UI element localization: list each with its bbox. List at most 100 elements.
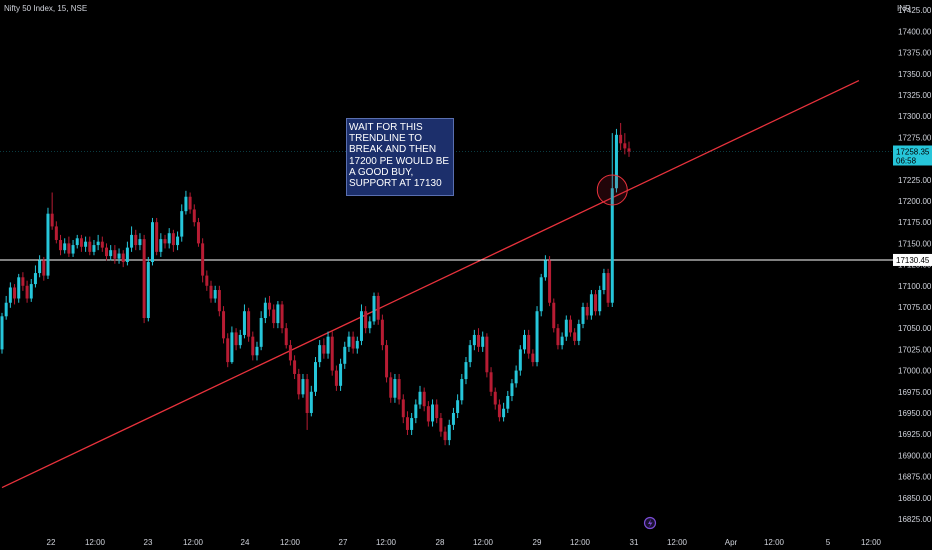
candle <box>188 192 192 214</box>
candle-body <box>238 334 242 346</box>
price-axis[interactable]: 16825.00 16850.00 16875.00 16900.00 16925.00… <box>893 6 932 524</box>
candle-body <box>0 316 4 350</box>
candle <box>514 365 518 388</box>
candle <box>238 329 242 349</box>
candle-body <box>230 332 234 363</box>
candle <box>59 234 63 256</box>
candle <box>213 285 217 303</box>
candle-body <box>460 379 464 401</box>
candle-body <box>414 404 418 419</box>
candle-body <box>401 399 405 418</box>
candle-body <box>389 377 393 398</box>
candle-body <box>159 239 163 252</box>
candle <box>380 314 384 351</box>
candle <box>79 234 83 252</box>
candle-body <box>589 294 593 316</box>
candle <box>284 323 288 349</box>
x-tick-label: 29 <box>533 538 542 547</box>
candle <box>610 133 614 307</box>
candle-body <box>79 238 83 247</box>
candle-body <box>201 243 205 276</box>
x-tick-label: 23 <box>144 538 153 547</box>
candle <box>263 297 267 324</box>
candle <box>0 312 4 354</box>
candle <box>451 407 455 430</box>
x-tick-label: 12:00 <box>376 538 397 547</box>
y-tick-label: 17325.00 <box>898 91 932 100</box>
candle-body <box>63 243 67 251</box>
candle <box>614 128 618 193</box>
candle-body <box>548 260 552 303</box>
candle-body <box>301 379 305 395</box>
candle-body <box>560 336 564 346</box>
candle-body <box>623 143 627 149</box>
candle <box>38 255 42 278</box>
candle-body <box>510 383 514 397</box>
candle-body <box>125 247 129 263</box>
candle <box>351 331 355 354</box>
candle-body <box>75 238 79 246</box>
candle <box>63 238 67 254</box>
candle <box>556 323 560 350</box>
candle-body <box>280 304 284 329</box>
candle-body <box>17 277 21 299</box>
candle <box>113 245 117 264</box>
candle <box>247 307 251 342</box>
chart-title: Nifty 50 Index, 15, NSE <box>4 4 88 13</box>
candle-body <box>134 234 138 246</box>
candle <box>117 248 121 264</box>
candle-body <box>84 241 88 247</box>
y-tick-label: 16875.00 <box>898 473 932 482</box>
candle <box>217 285 221 317</box>
candle-body <box>96 241 100 246</box>
y-tick-label: 16925.00 <box>898 430 932 439</box>
y-tick-label: 17350.00 <box>898 70 932 79</box>
candle-body <box>577 323 581 341</box>
candle <box>355 336 359 354</box>
candle-body <box>138 239 142 246</box>
candle <box>602 268 606 295</box>
candle-body <box>105 247 108 257</box>
candle-body <box>535 311 539 363</box>
candle <box>477 328 481 352</box>
candle <box>518 345 522 376</box>
candle-body <box>326 336 330 354</box>
candle <box>100 236 104 252</box>
candle-body <box>167 233 171 244</box>
candle-body <box>368 321 372 329</box>
candle-body <box>585 306 589 316</box>
candle-body <box>150 222 154 263</box>
candle <box>464 357 468 385</box>
candle <box>226 333 230 368</box>
candle-body <box>305 379 309 413</box>
candle <box>234 328 238 351</box>
annotation-note[interactable]: WAIT FOR THIS TRENDLINE TO BREAK AND THE… <box>346 118 454 196</box>
candle-body <box>355 340 359 349</box>
candle <box>481 331 485 352</box>
candle-body <box>351 336 355 349</box>
candle <box>414 399 418 424</box>
candle <box>405 411 409 436</box>
candle-body <box>431 404 435 422</box>
candle <box>330 331 334 376</box>
candle-body <box>88 241 92 252</box>
candle <box>535 306 539 367</box>
candle-body <box>481 336 485 347</box>
candle-body <box>8 287 12 303</box>
candle <box>410 412 414 436</box>
candle-body <box>318 345 322 363</box>
candle <box>314 357 317 397</box>
event-marker-icon[interactable] <box>643 516 657 530</box>
candle <box>497 399 501 422</box>
candle <box>339 358 343 391</box>
candle-body <box>25 285 29 299</box>
candle <box>280 301 284 334</box>
candle-body <box>443 431 447 441</box>
support-price-label: 17130.45 <box>896 256 930 265</box>
candle <box>33 265 37 288</box>
candle-body <box>527 334 531 354</box>
time-axis[interactable]: 22 12:00 23 12:00 24 12:00 27 12:00 28 12:00 29 12:… <box>47 516 882 548</box>
countdown-label: 06:58 <box>896 156 917 165</box>
candle-body <box>121 253 125 263</box>
